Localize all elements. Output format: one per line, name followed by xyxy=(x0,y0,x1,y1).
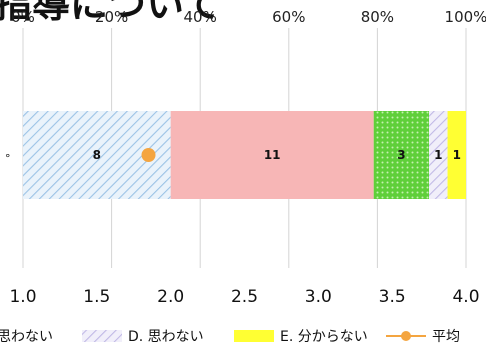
top-tick-label: 20% xyxy=(95,8,128,26)
legend-label: E. 分からない xyxy=(280,329,368,345)
top-tick-label: 60% xyxy=(272,8,305,26)
segment-value-label: 11 xyxy=(264,148,281,162)
bottom-tick-label: 1.0 xyxy=(9,287,36,307)
bottom-tick-label: 3.5 xyxy=(379,287,406,307)
top-tick-label: 100% xyxy=(445,8,486,26)
bar-segment xyxy=(429,111,448,199)
top-tick-label: 80% xyxy=(361,8,394,26)
bar-segment xyxy=(170,111,374,199)
legend-swatch xyxy=(82,330,122,342)
legend-label: 平均 xyxy=(432,329,460,345)
top-tick-label: 40% xyxy=(184,8,217,26)
legend: 思わない D. 思わない E. 分からない 平均 xyxy=(0,329,460,345)
average-marker xyxy=(141,148,156,162)
segment-value-label: 3 xyxy=(397,148,405,162)
top-tick-label: 0% xyxy=(11,8,35,26)
top-axis: 0% 20% 40% 60% 80% 100% xyxy=(11,8,486,26)
legend-swatch xyxy=(234,330,274,342)
legend-label: D. 思わない xyxy=(128,329,204,345)
legend-label: 思わない xyxy=(0,329,53,345)
bottom-tick-label: 4.0 xyxy=(452,287,479,307)
bottom-tick-label: 3.0 xyxy=(305,287,332,307)
bar-segments: 8 11 3 1 1 xyxy=(23,111,466,199)
bottom-tick-label: 2.0 xyxy=(157,287,184,307)
segment-value-label: 8 xyxy=(93,148,101,162)
bar-segment xyxy=(447,111,466,199)
bottom-tick-label: 2.5 xyxy=(231,287,258,307)
average-point xyxy=(141,148,156,162)
bottom-tick-label: 1.5 xyxy=(83,287,110,307)
legend-marker xyxy=(401,331,411,341)
bar-segment xyxy=(373,111,430,199)
segment-value-label: 1 xyxy=(453,148,461,162)
bottom-axis: 1.0 1.5 2.0 2.5 3.0 3.5 4.0 xyxy=(9,287,479,307)
segment-value-label: 1 xyxy=(434,148,442,162)
category-label: ° xyxy=(5,152,11,165)
chart-title: 指導について xyxy=(0,0,221,26)
